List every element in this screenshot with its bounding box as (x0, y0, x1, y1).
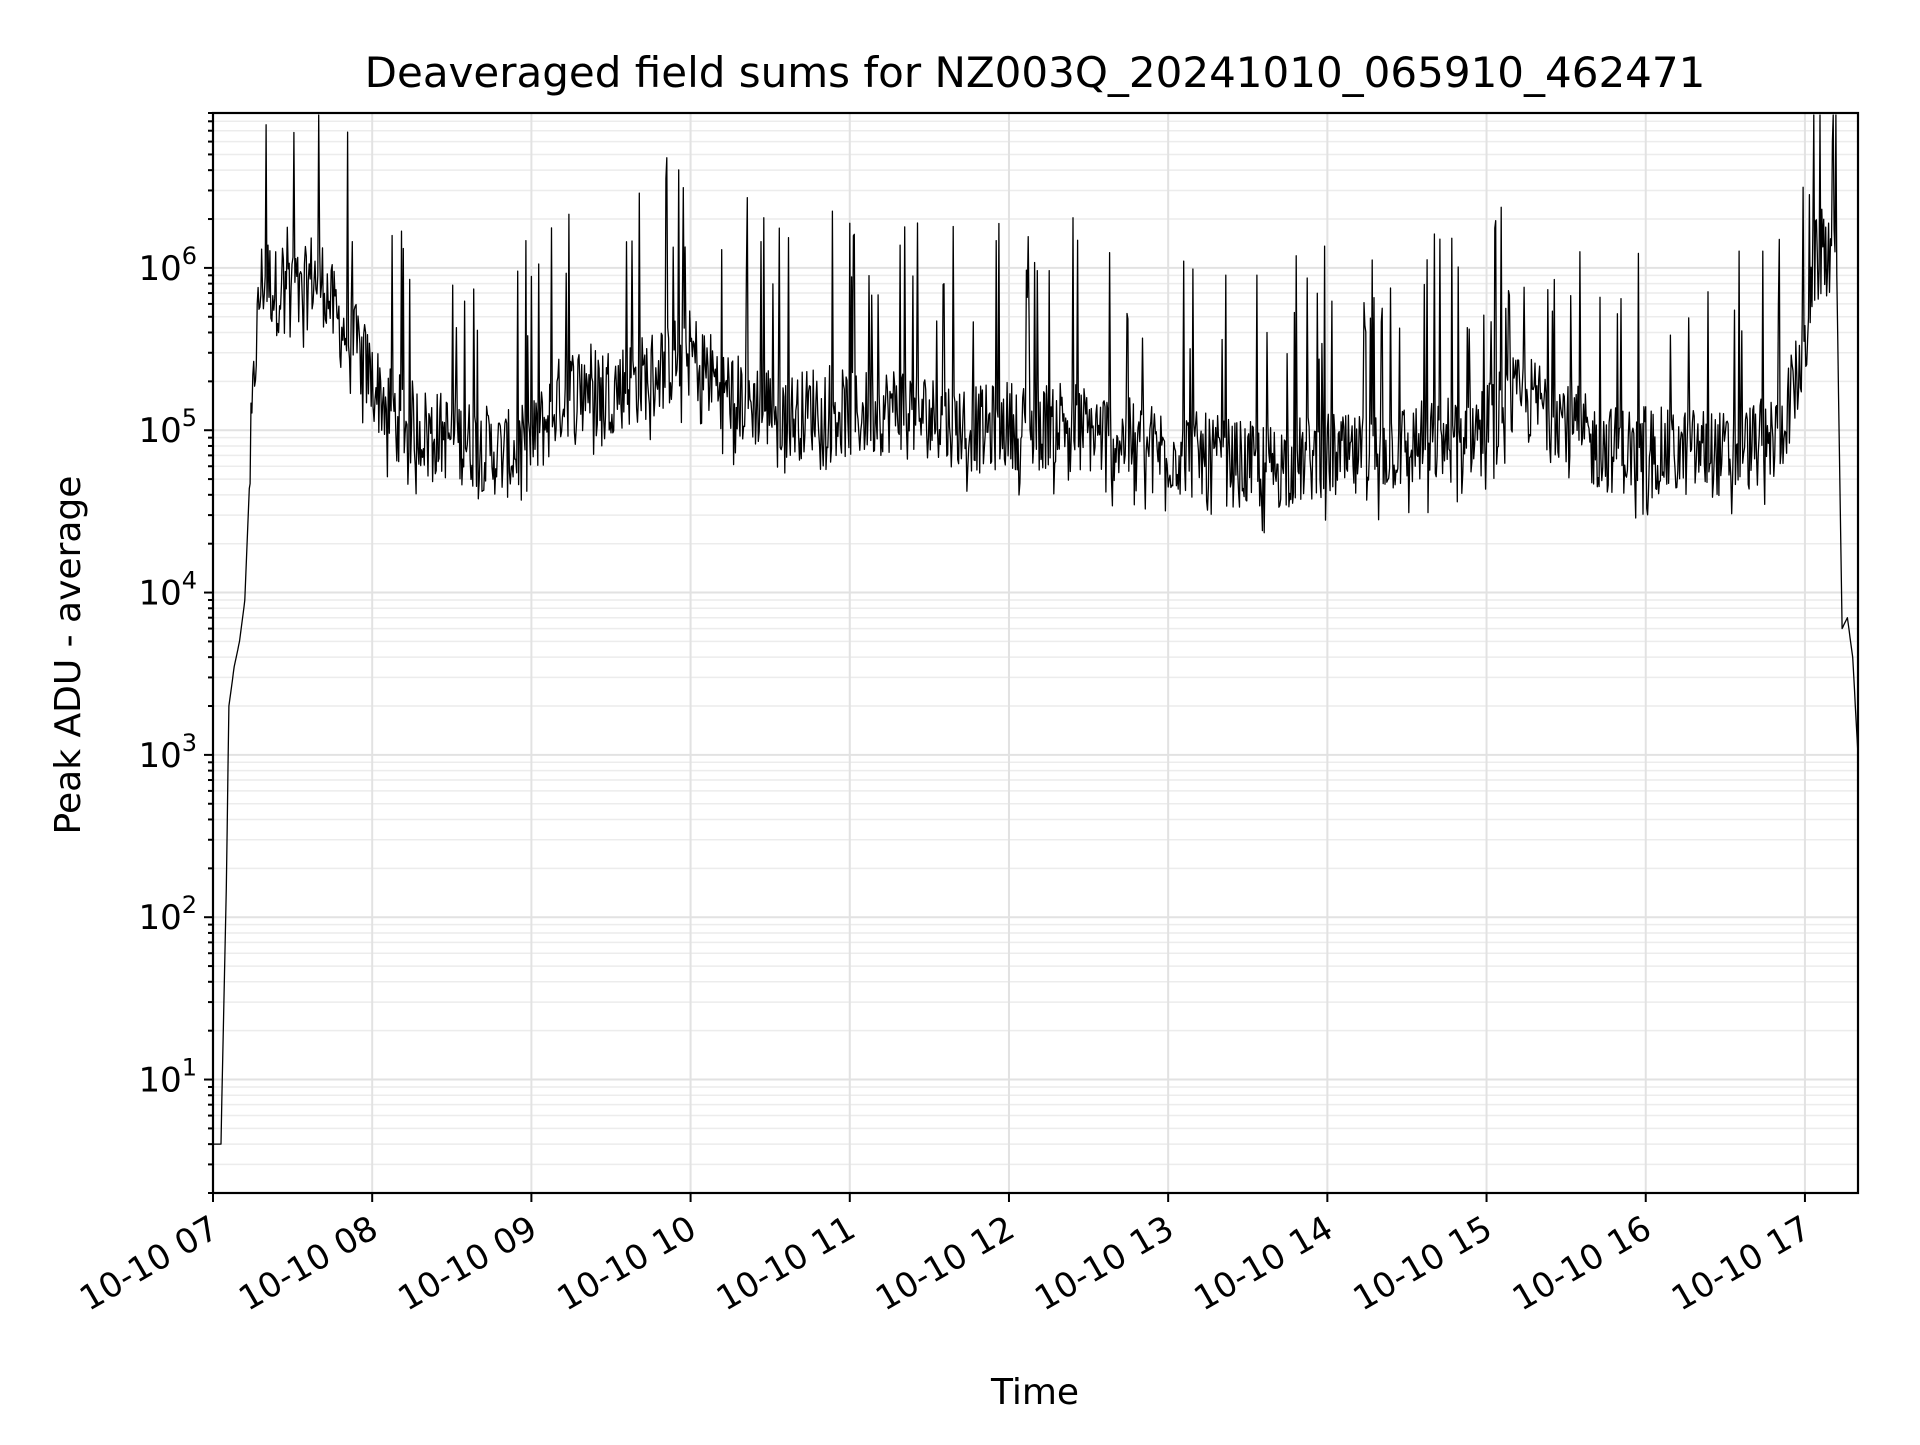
series-line (213, 114, 1859, 1145)
y-tick-base: 10 (138, 1061, 181, 1101)
y-tick-base: 10 (138, 736, 181, 776)
y-tick-exponent: 5 (182, 404, 197, 432)
y-tick-exponent: 3 (182, 729, 197, 757)
y-tick-base: 10 (138, 574, 181, 614)
y-tick-label: 102 (138, 891, 197, 938)
y-tick-label: 106 (138, 242, 197, 289)
y-axis-label: Peak ADU - average (48, 476, 89, 835)
y-tick-exponent: 4 (182, 567, 197, 595)
chart-title: Deaveraged field sums for NZ003Q_2024101… (365, 48, 1706, 97)
y-tick-label: 103 (138, 729, 197, 776)
series-layer (213, 114, 1859, 1145)
y-tick-base: 10 (138, 898, 181, 938)
plot-frame (211, 111, 1860, 1195)
y-tick-exponent: 6 (182, 242, 197, 270)
x-axis-label: Time (990, 1372, 1079, 1413)
y-tick-base: 10 (138, 411, 181, 451)
y-tick-label: 104 (138, 567, 197, 614)
grid (212, 112, 1858, 1194)
y-tick-exponent: 1 (182, 1054, 197, 1082)
y-tick-label: 101 (138, 1054, 197, 1101)
y-tick-label: 105 (138, 404, 197, 451)
y-tick-exponent: 2 (182, 891, 197, 919)
y-tick-base: 10 (138, 249, 181, 289)
